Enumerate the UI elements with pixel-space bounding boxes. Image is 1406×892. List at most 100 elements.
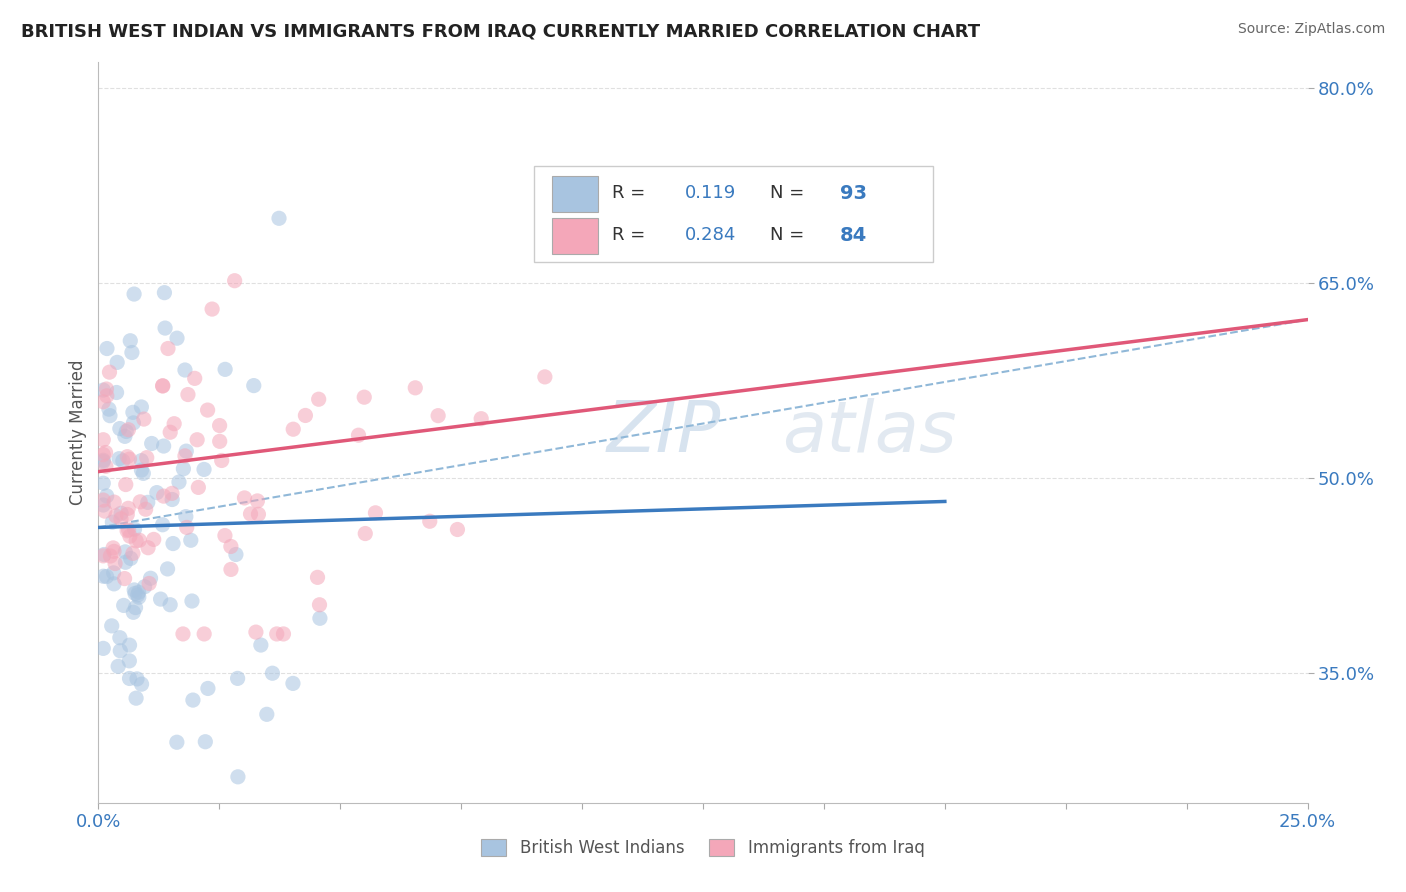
Text: N =: N = <box>769 227 810 244</box>
Point <box>118 529 141 543</box>
Point <box>91 394 114 409</box>
Point <box>470 411 492 425</box>
Point <box>117 523 139 537</box>
Point <box>267 211 290 226</box>
Text: R =: R = <box>613 184 651 202</box>
Point <box>167 475 190 489</box>
Point <box>281 676 304 690</box>
Point <box>122 416 145 430</box>
Point <box>101 515 124 529</box>
Point <box>201 301 224 316</box>
Point <box>307 570 329 584</box>
Point <box>308 392 330 407</box>
Point <box>197 681 219 696</box>
Text: BRITISH WEST INDIAN VS IMMIGRANTS FROM IRAQ CURRENTLY MARRIED CORRELATION CHART: BRITISH WEST INDIAN VS IMMIGRANTS FROM I… <box>21 22 980 40</box>
Point <box>347 428 370 442</box>
Text: 93: 93 <box>839 184 866 202</box>
Point <box>91 641 114 656</box>
Point <box>156 342 179 356</box>
Point <box>114 477 136 491</box>
Point <box>91 569 114 583</box>
Point <box>91 383 114 397</box>
Point <box>122 405 145 419</box>
Point <box>122 287 145 301</box>
Point <box>309 611 332 625</box>
Point <box>149 592 172 607</box>
Point <box>128 533 150 548</box>
Point <box>146 485 169 500</box>
Point <box>110 512 132 526</box>
Point <box>152 378 174 392</box>
FancyBboxPatch shape <box>551 219 598 254</box>
Point <box>152 489 174 503</box>
Point <box>124 586 146 600</box>
Point <box>91 493 114 508</box>
Point <box>162 536 184 550</box>
Point <box>224 274 246 288</box>
Point <box>118 638 141 652</box>
Point <box>91 476 114 491</box>
Point <box>107 659 129 673</box>
Point <box>159 598 181 612</box>
Point <box>121 345 143 359</box>
Point <box>174 449 197 463</box>
Point <box>176 520 198 534</box>
Y-axis label: Currently Married: Currently Married <box>69 359 87 506</box>
Point <box>142 533 165 547</box>
Point <box>193 627 215 641</box>
Point <box>98 365 121 379</box>
Point <box>114 572 136 586</box>
Point <box>131 400 153 414</box>
Point <box>245 625 267 640</box>
Point <box>103 566 125 580</box>
Point <box>419 514 441 528</box>
Point <box>91 453 114 467</box>
Point <box>183 371 205 385</box>
Point <box>174 509 197 524</box>
Point <box>118 452 141 467</box>
Point <box>94 504 117 518</box>
Point <box>97 402 120 417</box>
Text: 0.284: 0.284 <box>685 227 737 244</box>
Point <box>122 605 145 619</box>
Point <box>534 370 557 384</box>
Point <box>128 585 150 599</box>
Point <box>131 453 153 467</box>
Point <box>91 433 114 447</box>
Point <box>139 571 162 585</box>
Point <box>104 557 127 571</box>
Point <box>294 409 316 423</box>
Point <box>427 409 450 423</box>
Point <box>163 417 186 431</box>
Point <box>186 433 208 447</box>
Point <box>108 631 131 645</box>
Point <box>108 451 131 466</box>
Point <box>96 489 118 503</box>
Point <box>160 486 183 500</box>
Point <box>134 580 156 594</box>
Text: 84: 84 <box>839 226 868 245</box>
Point <box>117 450 139 464</box>
Point <box>108 421 131 435</box>
Text: N =: N = <box>769 184 810 202</box>
Point <box>226 672 249 686</box>
Point <box>181 594 204 608</box>
Point <box>114 429 136 443</box>
Point <box>364 506 387 520</box>
Point <box>125 533 148 548</box>
Point <box>103 495 125 509</box>
Point <box>91 448 114 462</box>
Point <box>122 546 145 560</box>
Point <box>100 619 122 633</box>
Point <box>194 735 217 749</box>
Point <box>247 508 270 522</box>
Point <box>117 508 139 522</box>
Point <box>122 582 145 597</box>
Point <box>273 627 295 641</box>
Point <box>166 331 188 345</box>
Point <box>91 454 114 468</box>
Text: Source: ZipAtlas.com: Source: ZipAtlas.com <box>1237 22 1385 37</box>
Point <box>104 508 127 523</box>
Point <box>153 321 176 335</box>
Point <box>103 544 125 558</box>
